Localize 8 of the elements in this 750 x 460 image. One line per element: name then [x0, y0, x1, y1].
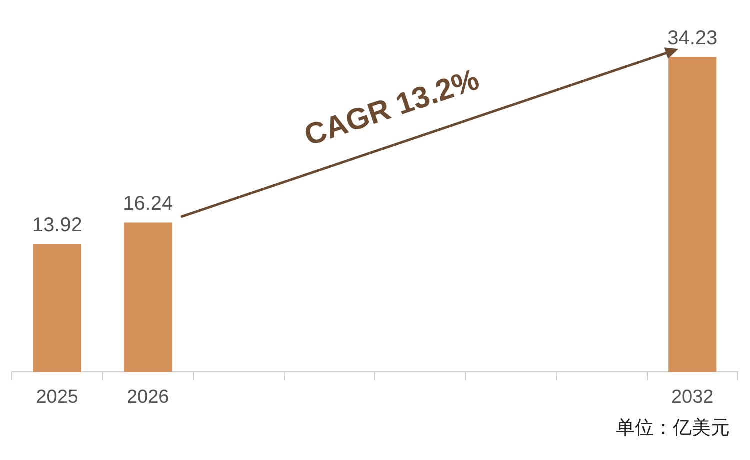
annotation: CAGR 13.2% [300, 63, 484, 153]
data-label: 16.24 [123, 193, 174, 216]
text: 单位：亿美元 [615, 416, 731, 441]
x-tick-label: 2025 [36, 386, 79, 408]
data-label: 34.23 [668, 28, 718, 50]
x-tick-label: 2032 [671, 386, 714, 408]
x-tick-label: 2026 [126, 386, 170, 408]
data-label: 13.92 [32, 214, 82, 237]
